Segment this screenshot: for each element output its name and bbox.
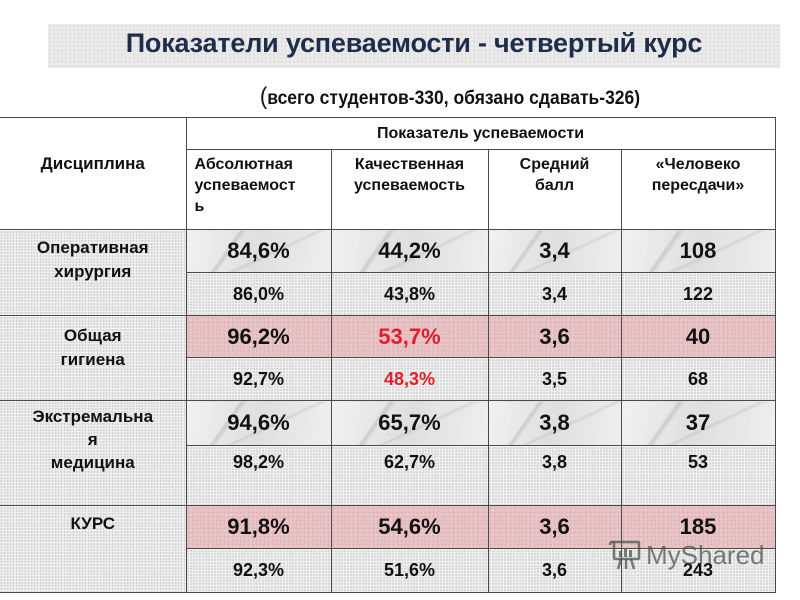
- discipline-name-line: я: [87, 430, 98, 449]
- page-title: Показатели успеваемости - четвертый курс: [125, 28, 703, 58]
- table-row: Экстремальна я медицина 94,6% 65,7% 3,8 …: [0, 400, 776, 506]
- value-cell: 92,7%: [186, 357, 332, 401]
- subtitle-text: всего студентов-330, обязано сдавать-326…: [267, 88, 641, 109]
- title-banner: Показатели успеваемости - четвертый курс: [48, 24, 780, 68]
- discipline-name-line: Оперативная: [36, 238, 149, 257]
- discipline-cell: Оперативная хирургия: [0, 229, 187, 316]
- header-group-label: Показатель успеваемости: [376, 125, 585, 142]
- value-cell: 65,7%: [330, 400, 489, 446]
- value-cell: 243: [620, 548, 776, 593]
- header-average-line1: Средний: [519, 156, 590, 173]
- value-cell-highlighted: 53,7%: [330, 315, 489, 358]
- value-cell: 122: [620, 272, 776, 316]
- header-quality: Качественная успеваемость: [330, 149, 489, 230]
- value-cell: 91,8%: [185, 505, 332, 549]
- value-cell: 62,7%: [330, 445, 489, 506]
- value-cell: 54,6%: [330, 505, 489, 549]
- value-cell: 40: [620, 315, 776, 358]
- value-cell: 86,0%: [186, 272, 332, 316]
- discipline-cell: КУРС: [0, 505, 187, 593]
- value-cell: 94,6%: [185, 400, 332, 446]
- header-quality-line2: успеваемость: [354, 177, 465, 194]
- performance-table: Дисциплина Показатель успеваемости Абсол…: [0, 117, 776, 593]
- header-group: Показатель успеваемости: [185, 117, 776, 150]
- value-cell: 98,2%: [186, 445, 332, 506]
- header-quality-line1: Качественная: [354, 156, 465, 173]
- header-retakes-line2: пересдачи»: [651, 177, 745, 194]
- table-row: Оперативная хирургия 84,6% 44,2% 3,4 108: [0, 229, 776, 316]
- value-cell: 3,6: [487, 315, 622, 358]
- table-row: 92,7% 48,3% 3,5 68: [0, 357, 776, 401]
- header-absolute-line3: ь: [194, 198, 205, 215]
- value-cell: 3,6: [487, 548, 622, 593]
- subtitle-paren: (: [259, 83, 268, 110]
- header-absolute-line1: Абсолютная: [194, 156, 293, 173]
- discipline-cell: Общая гигиена: [0, 315, 187, 401]
- value-cell: 3,8: [487, 400, 622, 446]
- discipline-name-line: Общая: [63, 326, 122, 345]
- table-row: 92,3% 51,6% 3,6 243: [0, 548, 776, 593]
- value-cell: 185: [620, 505, 776, 549]
- discipline-name-line: Экстремальна: [32, 407, 154, 426]
- value-cell: 53: [620, 445, 776, 506]
- discipline-name-line: хирургия: [54, 262, 132, 281]
- table-row: 98,2% 62,7% 3,8 53: [0, 445, 776, 506]
- table-row: КУРС 91,8% 54,6% 3,6 185: [0, 505, 776, 593]
- value-cell: 3,4: [487, 272, 622, 316]
- discipline-name-line: гигиена: [60, 350, 125, 369]
- value-cell: 3,8: [487, 445, 622, 506]
- value-cell: 108: [620, 229, 776, 273]
- subtitle: (всего студентов-330, обязано сдавать-32…: [174, 83, 726, 111]
- value-cell: 44,2%: [330, 229, 489, 273]
- header-retakes: «Человеко пересдачи»: [620, 149, 776, 230]
- discipline-name-line: КУРС: [70, 514, 116, 533]
- value-cell: 84,6%: [185, 229, 332, 273]
- header-discipline: Дисциплина: [0, 117, 187, 230]
- value-cell: 68: [620, 357, 776, 401]
- header-average-line2: балл: [534, 177, 575, 194]
- header-retakes-line1: «Человеко: [655, 156, 741, 173]
- table-row: Общая гигиена 96,2% 53,7% 3,6 40: [0, 315, 776, 401]
- discipline-cell: Экстремальна я медицина: [0, 400, 187, 506]
- value-cell: 43,8%: [330, 272, 489, 316]
- header-discipline-label: Дисциплина: [40, 154, 145, 173]
- value-cell: 3,6: [487, 505, 622, 549]
- header-absolute: Абсолютная успеваемост ь: [186, 149, 332, 230]
- value-cell: 3,4: [487, 229, 622, 273]
- table-row: 86,0% 43,8% 3,4 122: [0, 272, 776, 316]
- value-cell: 37: [620, 400, 776, 446]
- value-cell: 96,2%: [185, 315, 332, 358]
- value-cell: 3,5: [487, 357, 622, 401]
- discipline-name-line: медицина: [50, 453, 135, 472]
- value-cell: 92,3%: [186, 548, 332, 593]
- header-absolute-line2: успеваемост: [194, 177, 296, 194]
- value-cell-highlighted: 48,3%: [330, 357, 489, 401]
- value-cell: 51,6%: [330, 548, 489, 593]
- header-average: Средний балл: [487, 149, 622, 230]
